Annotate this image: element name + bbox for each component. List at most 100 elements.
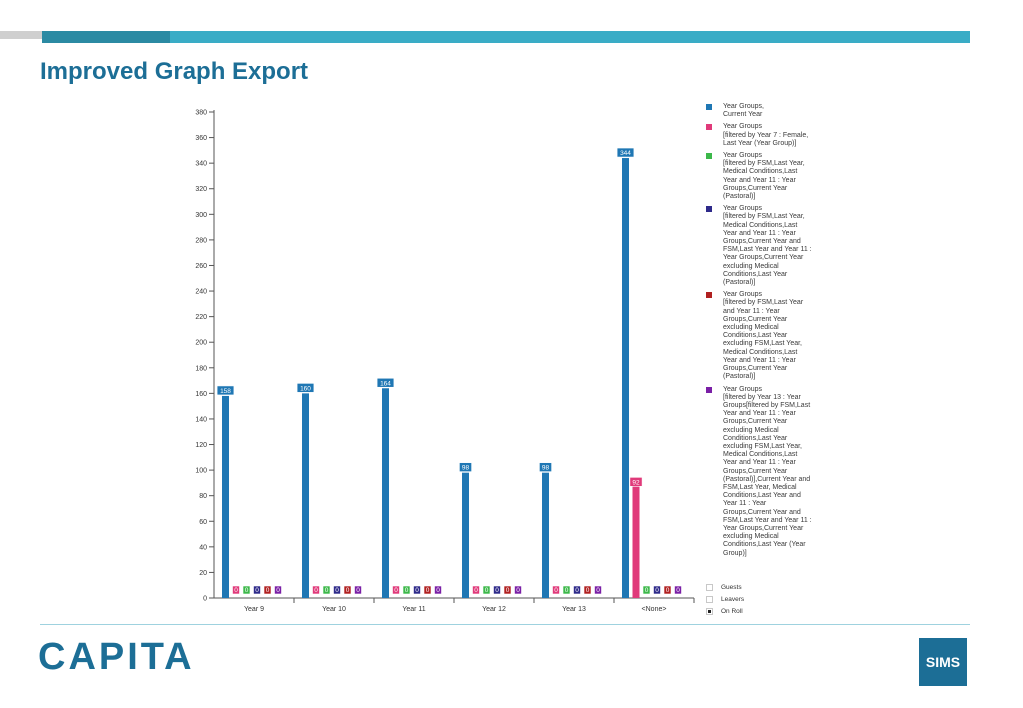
filter-on-roll[interactable]: On Roll bbox=[706, 608, 744, 617]
legend-label-line: Current Year bbox=[723, 111, 763, 119]
page-title: Improved Graph Export bbox=[40, 58, 309, 85]
data-label: 0 bbox=[394, 587, 398, 594]
bar bbox=[462, 472, 469, 598]
legend-label-line: Groups,Current Year bbox=[723, 315, 788, 323]
bar bbox=[222, 395, 229, 598]
data-label-box bbox=[392, 585, 400, 595]
data-label-box bbox=[333, 585, 341, 595]
legend-label-line: Last Year (Year Group)] bbox=[723, 139, 797, 147]
legend-item: Year Groups [filtered by Year 13 : Year Gr… bbox=[706, 386, 821, 558]
legend-label-line: (Pastoral)] bbox=[723, 279, 756, 287]
legend-label-line: Medical Conditions,Last bbox=[723, 221, 798, 229]
header-accent-bar bbox=[170, 31, 970, 43]
y-tick-label: 260 bbox=[195, 263, 207, 270]
data-label: 0 bbox=[245, 587, 249, 594]
x-tick-label: Year 9 bbox=[244, 606, 264, 613]
bar bbox=[302, 393, 309, 598]
x-tick-label: <None> bbox=[642, 606, 667, 613]
legend-swatch bbox=[706, 104, 712, 110]
legend-label-line: FSM,Last Year, Medical bbox=[723, 483, 797, 491]
data-label-box bbox=[482, 585, 491, 595]
data-label: 0 bbox=[666, 587, 670, 594]
legend-label-line: Year Groups bbox=[723, 385, 763, 393]
data-label: 0 bbox=[335, 587, 339, 594]
legend-label-line: Year Groups, bbox=[723, 103, 764, 110]
data-label-box bbox=[583, 585, 592, 595]
checkbox[interactable] bbox=[706, 584, 713, 591]
x-tick-label: Year 13 bbox=[562, 606, 586, 613]
sims-logo: SIMS bbox=[919, 638, 967, 686]
data-label-box bbox=[413, 585, 421, 595]
y-tick-label: 220 bbox=[195, 314, 207, 321]
legend-label-line: Year Groups bbox=[723, 123, 763, 131]
data-label-box bbox=[263, 585, 272, 595]
legend-label-line: (Pastoral)],Current Year and bbox=[723, 475, 811, 483]
data-label: 158 bbox=[220, 388, 231, 395]
data-label-box bbox=[663, 585, 672, 595]
legend-label-line: [filtered by FSM,Last Year bbox=[723, 299, 804, 307]
data-label-box bbox=[402, 585, 411, 595]
y-tick-label: 120 bbox=[195, 442, 207, 449]
data-label-box bbox=[616, 147, 635, 158]
y-tick-label: 240 bbox=[195, 289, 207, 296]
legend-item: Year Groups [filtered by Year 7 : Female,… bbox=[706, 123, 821, 148]
legend-label-line: excluding Medical bbox=[723, 262, 779, 270]
legend-label-line: Groups,Current Year and bbox=[723, 508, 801, 516]
filter-leavers[interactable]: Leavers bbox=[706, 596, 744, 605]
header-accent-dark bbox=[42, 31, 170, 43]
data-label: 0 bbox=[554, 587, 558, 594]
data-label-box bbox=[423, 585, 432, 595]
checkbox[interactable] bbox=[706, 596, 713, 603]
legend-label-line: Conditions,Last Year (Year bbox=[723, 541, 806, 549]
roll-status-filters: Guests Leavers On Roll bbox=[706, 584, 744, 620]
data-label: 92 bbox=[632, 479, 640, 486]
legend-label-line: Year and Year 11 : Year bbox=[723, 229, 796, 237]
legend-item: Year Groups [filtered by FSM,Last Year, Me… bbox=[706, 205, 821, 287]
data-label: 160 bbox=[300, 385, 311, 392]
data-label: 0 bbox=[575, 587, 579, 594]
data-label-box bbox=[629, 477, 643, 487]
legend-label-line: Conditions,Last Year bbox=[723, 270, 788, 278]
legend-label-line: Medical Conditions,Last bbox=[723, 168, 798, 176]
data-label-box bbox=[674, 585, 682, 595]
legend-label-line: Year and Year 11 : Year bbox=[723, 356, 796, 364]
legend-label-line: Conditions,Last Year bbox=[723, 434, 788, 442]
legend-label-line: Groups[filtered by FSM,Last bbox=[723, 401, 811, 409]
legend-label-line: Groups,Current Year bbox=[723, 467, 788, 475]
filter-label: On Roll bbox=[721, 608, 743, 615]
y-tick-label: 300 bbox=[195, 212, 207, 219]
legend-label-line: [filtered by Year 13 : Year bbox=[723, 393, 801, 401]
data-label: 0 bbox=[276, 587, 280, 594]
legend-label-line: and Year 11 : Year bbox=[723, 307, 780, 315]
data-label-box bbox=[539, 462, 552, 472]
data-label-box bbox=[459, 462, 472, 472]
data-label: 0 bbox=[485, 587, 489, 594]
data-label: 0 bbox=[346, 587, 350, 594]
data-label: 0 bbox=[495, 587, 499, 594]
data-label: 0 bbox=[676, 587, 680, 594]
filter-guests[interactable]: Guests bbox=[706, 584, 744, 593]
checkbox[interactable] bbox=[706, 608, 713, 615]
data-label: 0 bbox=[596, 587, 600, 594]
y-tick-label: 20 bbox=[199, 570, 207, 577]
data-label: 0 bbox=[405, 587, 409, 594]
footer-divider bbox=[40, 624, 970, 625]
data-label: 0 bbox=[325, 587, 329, 594]
y-tick-label: 360 bbox=[195, 135, 207, 142]
legend-label-line: Groups,Current Year and bbox=[723, 238, 801, 246]
data-label-box bbox=[514, 585, 522, 595]
x-tick-label: Year 11 bbox=[402, 606, 425, 613]
data-label-box bbox=[552, 585, 560, 595]
header-accent-grey bbox=[0, 31, 42, 39]
y-tick-label: 320 bbox=[195, 186, 207, 193]
legend-label-line: FSM,Last Year and Year 11 : bbox=[723, 516, 812, 524]
bar-chart: 0 20 40 60 80 100 120 140 160 180 200 220 240 260 280 3… bbox=[195, 110, 695, 613]
legend-label-line: Year and Year 11 : Year bbox=[723, 459, 796, 467]
y-tick-label: 380 bbox=[195, 110, 207, 117]
data-label: 0 bbox=[415, 587, 419, 594]
data-label: 98 bbox=[462, 465, 470, 472]
legend-label-line: excluding FSM,Last Year, bbox=[723, 442, 802, 450]
legend-label-line: excluding FSM,Last Year, bbox=[723, 340, 802, 348]
data-label-box bbox=[434, 585, 442, 595]
x-tick-label: Year 12 bbox=[482, 606, 506, 613]
